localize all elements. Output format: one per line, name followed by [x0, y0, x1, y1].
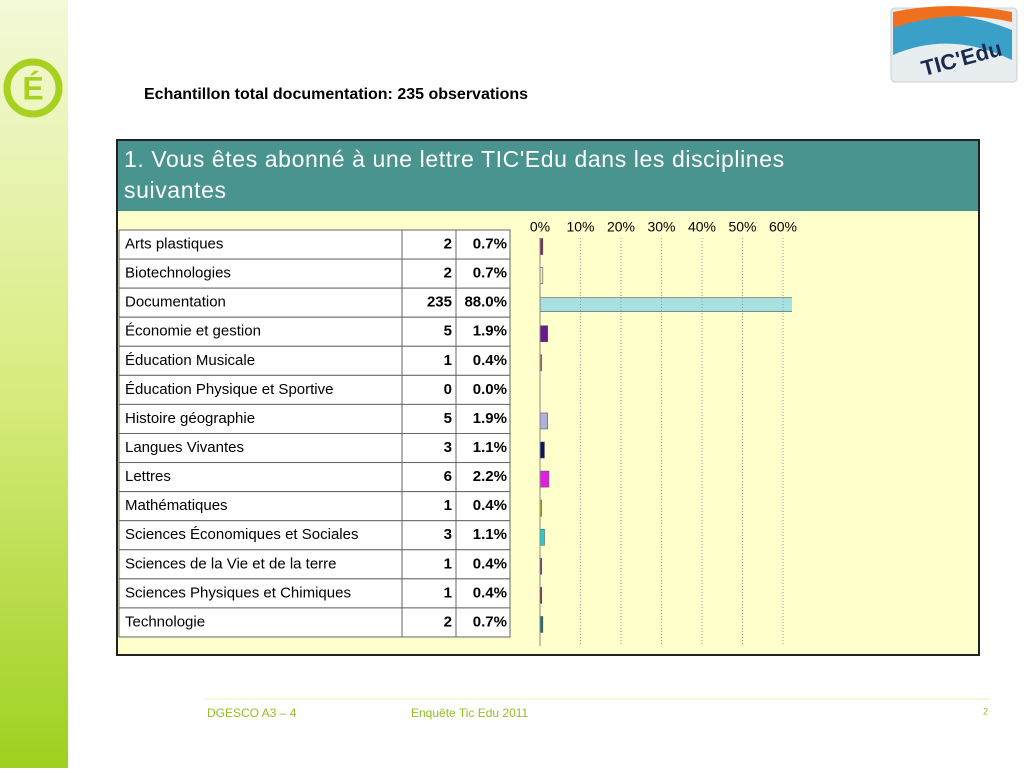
category-label: Mathématiques	[125, 497, 228, 514]
plot	[539, 238, 792, 633]
category-label: Documentation	[125, 294, 226, 311]
count-cell: 3	[444, 526, 452, 543]
percent-cell: 2.2%	[473, 468, 507, 485]
footer-left: DGESCO A3 – 4	[207, 706, 297, 720]
bar	[539, 412, 548, 430]
percent-cell: 0.7%	[473, 613, 507, 630]
table-row	[118, 491, 511, 522]
page-number: 2	[983, 706, 988, 716]
table-row	[118, 607, 511, 638]
table-row	[118, 578, 511, 609]
chart-title: 1. Vous êtes abonné à une lettre TIC'Edu…	[124, 146, 785, 203]
percent-cell: 88.0%	[464, 294, 507, 311]
count-cell: 5	[444, 410, 452, 427]
slide-title: Echantillon total documentation: 235 obs…	[144, 86, 528, 103]
x-tick-label: 40%	[688, 219, 716, 235]
bar	[539, 325, 548, 343]
percent-cell: 0.4%	[473, 497, 507, 514]
count-cell: 1	[444, 497, 452, 514]
category-label: Technologie	[125, 613, 205, 630]
x-tick-label: 50%	[728, 219, 756, 235]
category-label: Lettres	[125, 468, 171, 485]
x-tick-label: 0%	[530, 219, 550, 235]
percent-cell: 0.7%	[473, 265, 507, 282]
x-tick-label: 20%	[607, 219, 635, 235]
table-row	[118, 549, 511, 580]
percent-cell: 1.9%	[473, 323, 507, 340]
count-cell: 0	[444, 381, 452, 398]
count-cell: 5	[444, 323, 452, 340]
percent-cell: 0.0%	[473, 381, 507, 398]
panel-header	[118, 141, 978, 211]
x-tick-label: 30%	[647, 219, 675, 235]
category-label: Éducation Musicale	[125, 352, 255, 369]
category-label: Langues Vivantes	[125, 439, 244, 456]
table-row	[118, 403, 511, 434]
percent-cell: 0.4%	[473, 555, 507, 572]
count-cell: 2	[444, 265, 452, 282]
percent-cell: 0.4%	[473, 584, 507, 601]
bar	[539, 441, 545, 459]
table-row	[118, 345, 511, 376]
category-label: Histoire géographie	[125, 410, 255, 427]
table-row	[118, 258, 511, 289]
percent-cell: 1.9%	[473, 410, 507, 427]
side-strip	[0, 0, 68, 768]
count-cell: 3	[444, 439, 452, 456]
count-cell: 1	[444, 555, 452, 572]
footer-center: Enquête Tic Edu 2011	[411, 706, 529, 720]
category-label: Sciences Économiques et Sociales	[125, 526, 358, 543]
table-row	[118, 287, 511, 318]
x-tick-label: 10%	[566, 219, 594, 235]
table-row	[118, 432, 511, 464]
table-row	[118, 374, 511, 405]
category-label: Sciences Physiques et Chimiques	[125, 584, 351, 601]
count-cell: 2	[444, 236, 452, 253]
percent-cell: 0.4%	[473, 352, 507, 369]
category-label: Arts plastiques	[125, 236, 223, 253]
logo-circle	[3, 58, 63, 118]
category-label: Économie et gestion	[125, 323, 261, 340]
logo-wave	[893, 6, 1012, 28]
count-cell: 6	[444, 468, 452, 485]
table-row	[118, 462, 511, 493]
logo-wave	[893, 14, 1012, 60]
count-cell: 2	[444, 613, 452, 630]
x-tick-label: 60%	[769, 219, 797, 235]
logo-letter: É	[22, 70, 43, 106]
category-label: Sciences de la Vie et de la terre	[125, 555, 337, 572]
bar	[539, 470, 550, 488]
percent-cell: 1.1%	[473, 526, 507, 543]
percent-cell: 1.1%	[473, 439, 507, 456]
count-cell: 235	[427, 294, 452, 311]
percent-cell: 0.7%	[473, 236, 507, 253]
category-label: Éducation Physique et Sportive	[125, 381, 333, 398]
count-cell: 1	[444, 352, 452, 369]
count-cell: 1	[444, 584, 452, 601]
category-label: Biotechnologies	[125, 265, 231, 282]
table-row	[118, 229, 511, 260]
table-row	[118, 316, 511, 347]
bar	[539, 528, 545, 546]
